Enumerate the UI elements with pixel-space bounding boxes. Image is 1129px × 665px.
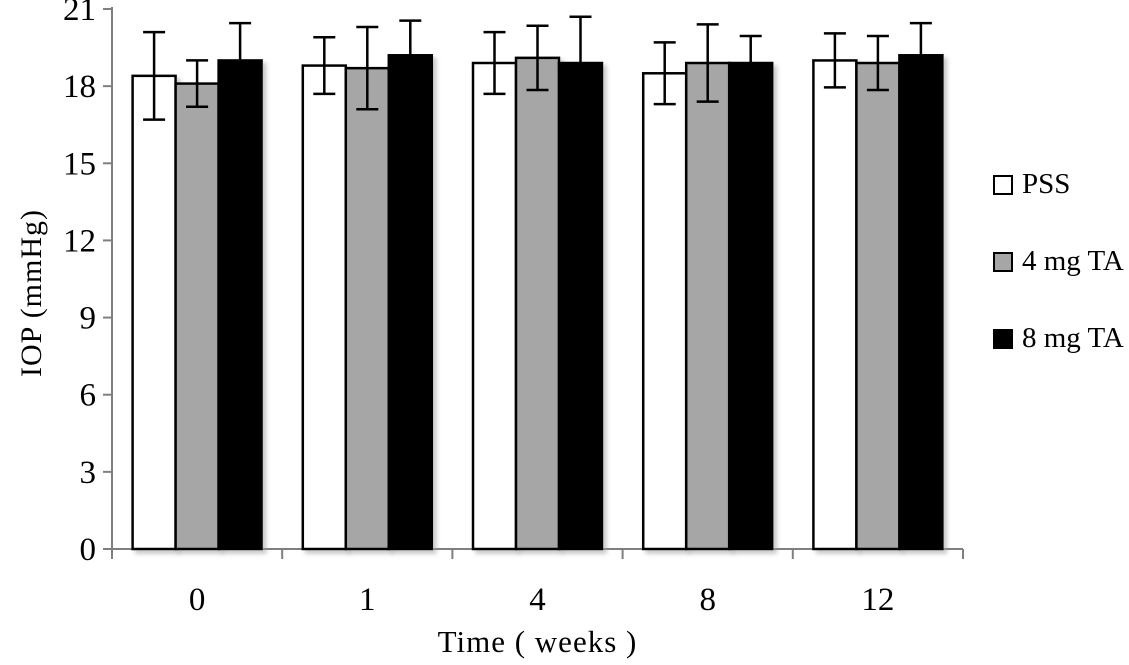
- y-tick-label: 18: [63, 69, 96, 105]
- error-bar: [483, 30, 506, 96]
- 4mg-ta-swatch-icon: [993, 251, 1013, 272]
- bar: [301, 64, 348, 551]
- bar: [344, 66, 391, 551]
- legend-label: PSS: [1022, 168, 1071, 200]
- bar: [557, 61, 604, 551]
- x-tick-label: 0: [189, 582, 206, 618]
- y-tick-label: 0: [80, 532, 97, 568]
- error-bar: [143, 30, 166, 121]
- bar: [812, 59, 858, 551]
- x-tick-label: 8: [699, 582, 716, 618]
- y-tick-label: 21: [63, 0, 96, 28]
- legend-label: 8 mg TA: [1022, 322, 1124, 354]
- bar: [387, 54, 434, 551]
- legend-item-8mg-ta: 8 mg TA: [993, 322, 1124, 355]
- y-tick-label: 6: [80, 378, 97, 414]
- y-tick-label: 3: [80, 455, 97, 491]
- bar: [898, 54, 944, 551]
- error-bar: [909, 21, 932, 89]
- error-bar: [526, 24, 549, 92]
- y-tick-label: 15: [63, 146, 96, 182]
- bar: [131, 74, 177, 551]
- bar: [641, 72, 688, 551]
- error-bar: [739, 34, 762, 92]
- x-tick-label: 1: [359, 582, 376, 618]
- x-tick-label: 12: [861, 582, 894, 618]
- bar: [217, 59, 263, 551]
- y-axis-title: IOP (mmHg): [15, 208, 48, 378]
- error-bar: [653, 41, 676, 106]
- error-bar: [696, 23, 719, 103]
- error-bar: [399, 19, 422, 92]
- bar: [514, 56, 561, 551]
- error-bar: [823, 32, 846, 89]
- y-tick-label: 9: [80, 301, 97, 337]
- x-axis-title: Time ( weeks ): [437, 624, 638, 659]
- error-bar: [229, 21, 252, 99]
- error-bar: [313, 36, 336, 96]
- bar: [727, 61, 774, 551]
- error-bar: [569, 15, 592, 111]
- y-tick-label: 12: [63, 223, 96, 259]
- pss-swatch-icon: [993, 174, 1013, 195]
- bar: [471, 61, 518, 551]
- legend-label: 4 mg TA: [1022, 245, 1124, 277]
- error-bar: [186, 59, 209, 108]
- legend-item-pss: PSS: [993, 168, 1124, 201]
- bar: [855, 61, 901, 551]
- legend: PSS 4 mg TA 8 mg TA: [993, 168, 1124, 355]
- legend-item-4mg-ta: 4 mg TA: [993, 245, 1124, 278]
- error-bar: [866, 34, 889, 92]
- x-tick-label: 4: [529, 582, 546, 618]
- 8mg-ta-swatch-icon: [993, 328, 1013, 349]
- bar: [174, 82, 220, 551]
- error-bar: [356, 25, 379, 111]
- bar: [684, 61, 731, 551]
